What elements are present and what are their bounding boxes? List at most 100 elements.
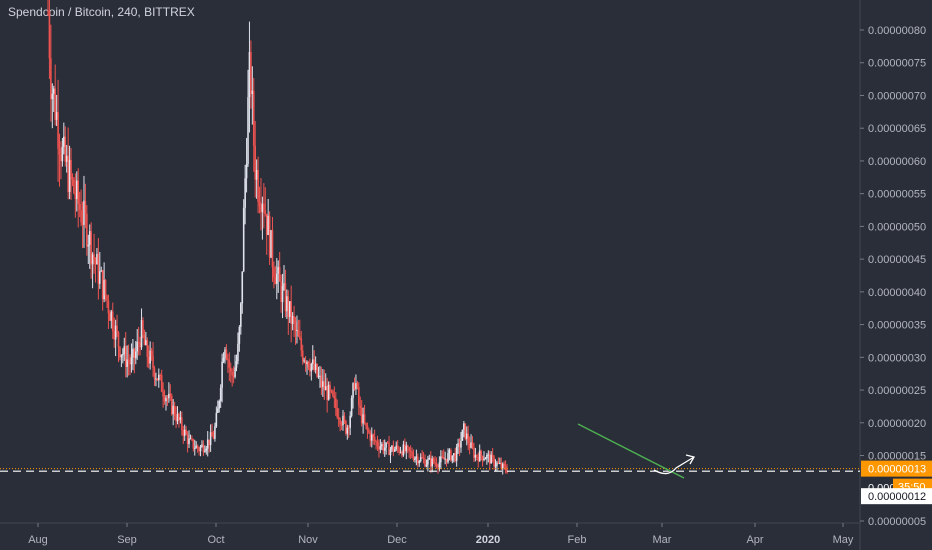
candle (264, 187, 267, 217)
candle-body (353, 383, 356, 390)
candle-body (339, 419, 341, 425)
candle (193, 439, 196, 456)
candle-body (214, 426, 216, 439)
candle (124, 332, 127, 378)
candle-body (303, 360, 305, 362)
candle-body (215, 412, 218, 427)
candle-body (113, 331, 115, 340)
candle (143, 329, 146, 346)
candle-body (421, 457, 423, 459)
candle-body (123, 346, 126, 355)
candle (399, 446, 402, 454)
candle-body (137, 341, 140, 344)
candle (330, 389, 333, 394)
candle-body (349, 415, 351, 428)
candle (86, 205, 88, 256)
candle-body (199, 446, 202, 452)
candle-body (216, 408, 219, 413)
candle-body (166, 397, 169, 399)
x-tick-label: Oct (207, 534, 224, 546)
candle-body (396, 445, 399, 449)
candle (221, 353, 223, 403)
candle (240, 302, 242, 335)
candle (320, 366, 323, 396)
candle (198, 446, 200, 456)
candle (96, 247, 98, 265)
candle-body (478, 450, 481, 462)
candle (271, 216, 274, 282)
candle (391, 444, 393, 453)
candle-body (369, 432, 372, 441)
candle (215, 406, 218, 428)
candle-body (267, 215, 269, 235)
candle (480, 449, 482, 461)
candle-body (307, 361, 310, 368)
candle (494, 459, 497, 472)
candle-body (417, 456, 419, 464)
candle (470, 434, 472, 449)
candle (195, 441, 198, 449)
candle (486, 452, 488, 465)
trendline[interactable] (577, 423, 685, 479)
candle (160, 369, 163, 393)
candle (326, 377, 328, 413)
candle-body (286, 296, 288, 312)
last-price-badge (861, 460, 932, 477)
candle-body (170, 395, 173, 415)
y-tick-label: 0.00000050 (868, 221, 926, 233)
candle (327, 381, 330, 401)
candle-body (464, 423, 467, 439)
candle (268, 211, 271, 265)
candle (435, 457, 438, 469)
candle-body (122, 354, 124, 356)
candle-body (107, 300, 110, 314)
candle (299, 319, 301, 341)
candle-body (304, 360, 307, 365)
y-tick-label: 0.00000020 (868, 418, 926, 430)
candle-body (68, 159, 71, 193)
candle-body (93, 254, 95, 260)
candle (359, 396, 362, 416)
candle (255, 159, 258, 199)
candle-body (424, 459, 426, 467)
candle-body (183, 429, 186, 436)
candle (97, 238, 100, 300)
candle (232, 366, 235, 384)
arrow-annotation[interactable] (653, 456, 695, 475)
candle-body (152, 355, 154, 369)
candle (429, 451, 432, 473)
candle (343, 412, 346, 425)
symbol-title[interactable]: Spendcoin / Bitcoin, 240, BITTREX (8, 5, 195, 19)
arrow-head (685, 454, 695, 465)
candle (242, 199, 245, 273)
candle (274, 266, 277, 285)
candle (73, 176, 75, 195)
candle-body (408, 447, 410, 452)
candle-body (345, 420, 347, 434)
candle (291, 312, 294, 331)
candle (107, 294, 110, 330)
candle (307, 360, 310, 371)
candle (424, 454, 426, 468)
candle (483, 451, 485, 462)
x-tick-label: Feb (568, 534, 587, 546)
candle-body (87, 244, 90, 247)
candle-body (218, 400, 221, 409)
candle (145, 331, 147, 346)
candle-body (96, 254, 98, 265)
candle-body (311, 359, 314, 364)
candle-body (263, 203, 265, 211)
candle (396, 439, 399, 453)
candle-body (158, 374, 160, 381)
candle (254, 120, 257, 198)
candle-body (182, 429, 185, 436)
candle-body (379, 446, 382, 450)
candle-body (337, 417, 340, 420)
candle (463, 420, 465, 438)
candle (147, 345, 150, 369)
candle (136, 329, 139, 360)
candle (173, 401, 176, 421)
candle (48, 0, 51, 80)
